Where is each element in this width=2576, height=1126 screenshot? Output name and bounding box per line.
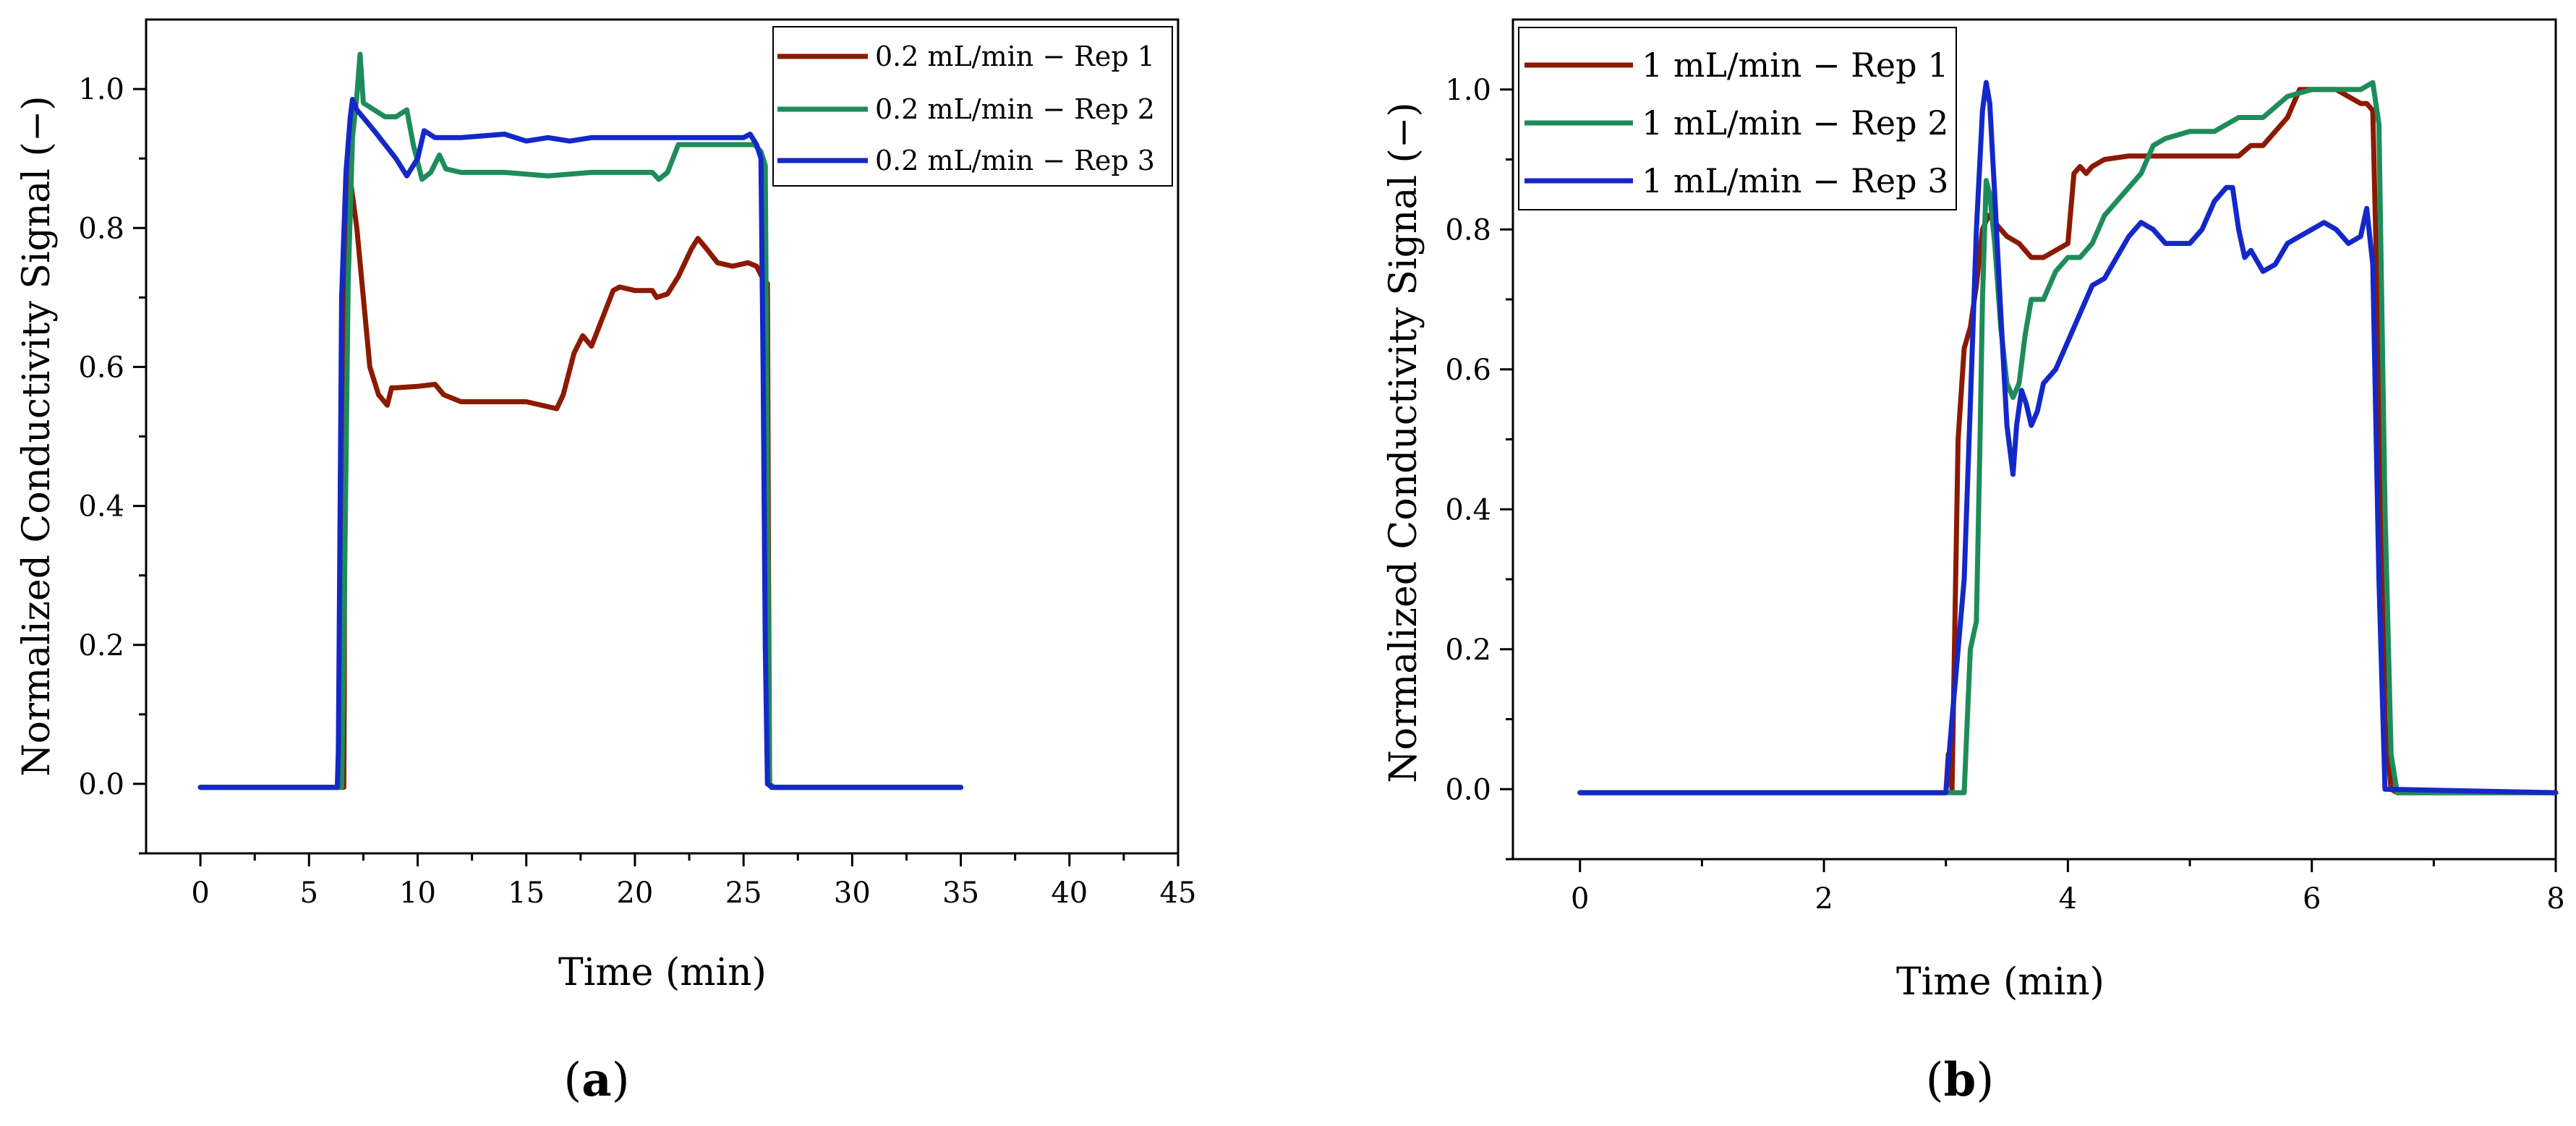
panel-b-series-line-2 [1577, 80, 2559, 796]
panel-a-x-tick-label: 35 [942, 877, 979, 910]
panel-a-series-line-1 [197, 155, 964, 790]
panel-a-x-tick-label: 15 [508, 877, 545, 910]
panel-b-x-tick-label: 8 [2546, 882, 2564, 916]
panel-a-y-tick-label: 0.8 [78, 212, 124, 245]
panel-a-y-axis-title: Normalized Conductivity Signal (−) [15, 95, 59, 776]
panel-a-y-tick-label: 0.6 [78, 351, 124, 384]
panel-b-y-tick-label: 0.8 [1445, 213, 1491, 247]
panel-b-y-axis-title: Normalized Conductivity Signal (−) [1382, 102, 1425, 782]
panel-b-y-tick-label: 0.6 [1445, 354, 1491, 387]
legend-b-label-3: 1 mL/min − Rep 3 [1642, 161, 1949, 200]
panel-b-y-tick-label: 1.0 [1445, 74, 1491, 107]
panel-b-x-tick-label: 2 [1814, 882, 1833, 916]
panel-a-x-tick-label: 20 [616, 877, 653, 910]
panel-a-x-tick-label: 10 [399, 877, 436, 910]
panel-b-chart: 0 2 4 6 8 0.0 0.2 0.4 0.6 0.8 1.0 1 mL/min − Rep 1… [1382, 18, 2565, 1107]
panel-a-x-tick-label: 0 [191, 877, 209, 910]
panel-b-label: (b) [1926, 1053, 1995, 1107]
panel-a-label: (a) [563, 1053, 629, 1107]
legend-b-label-1: 1 mL/min − Rep 1 [1642, 46, 1949, 85]
panel-b-x-axis-title: Time (min) [1896, 960, 2104, 1004]
panel-a-x-tick-label: 40 [1051, 877, 1088, 910]
panel-a-letter: a [581, 1053, 611, 1107]
legend-b-label-2: 1 mL/min − Rep 2 [1642, 103, 1949, 142]
panel-b-x-tick-label: 0 [1571, 882, 1589, 916]
panel-a-series-line-3 [197, 97, 964, 790]
panel-a-y-tick-label: 1.0 [78, 73, 124, 106]
panel-b-y-tick-label: 0.0 [1445, 773, 1491, 806]
panel-a-y-tick-label: 0.4 [78, 490, 124, 524]
panel-a-x-axis-title: Time (min) [558, 951, 767, 994]
panel-b-y-tick-label: 0.2 [1445, 634, 1491, 667]
panel-a-chart: 0 5 10 15 20 25 30 35 40 45 0.0 0.2 0.4 0.6 0.8 1.0 0.2… [15, 18, 1197, 1107]
panel-a-y-tick-label: 0.0 [78, 768, 124, 801]
panel-a-x-tick-label: 30 [834, 877, 871, 910]
panel-b-letter: b [1944, 1053, 1976, 1107]
legend-a-label-3: 0.2 mL/min − Rep 3 [875, 145, 1155, 176]
panel-b-series-line-3 [1577, 80, 2559, 796]
panel-a-x-tick-label: 45 [1160, 877, 1197, 910]
panel-a-legend: 0.2 mL/min − Rep 1 0.2 mL/min − Rep 2 0.… [772, 26, 1173, 187]
panel-a-x-tick-label: 25 [725, 877, 762, 910]
panel-b-legend: 1 mL/min − Rep 1 1 mL/min − Rep 2 1 mL/m… [1518, 27, 1957, 210]
panel-a-x-tick-label: 5 [300, 877, 318, 910]
legend-a-label-2: 0.2 mL/min − Rep 2 [875, 93, 1155, 125]
panel-a-y-tick-label: 0.2 [78, 629, 124, 662]
legend-a-label-1: 0.2 mL/min − Rep 1 [875, 40, 1155, 72]
panel-b-y-tick-label: 0.4 [1445, 493, 1491, 526]
panel-b-x-tick-label: 4 [2059, 882, 2077, 916]
panel-b-x-tick-label: 6 [2303, 882, 2321, 916]
